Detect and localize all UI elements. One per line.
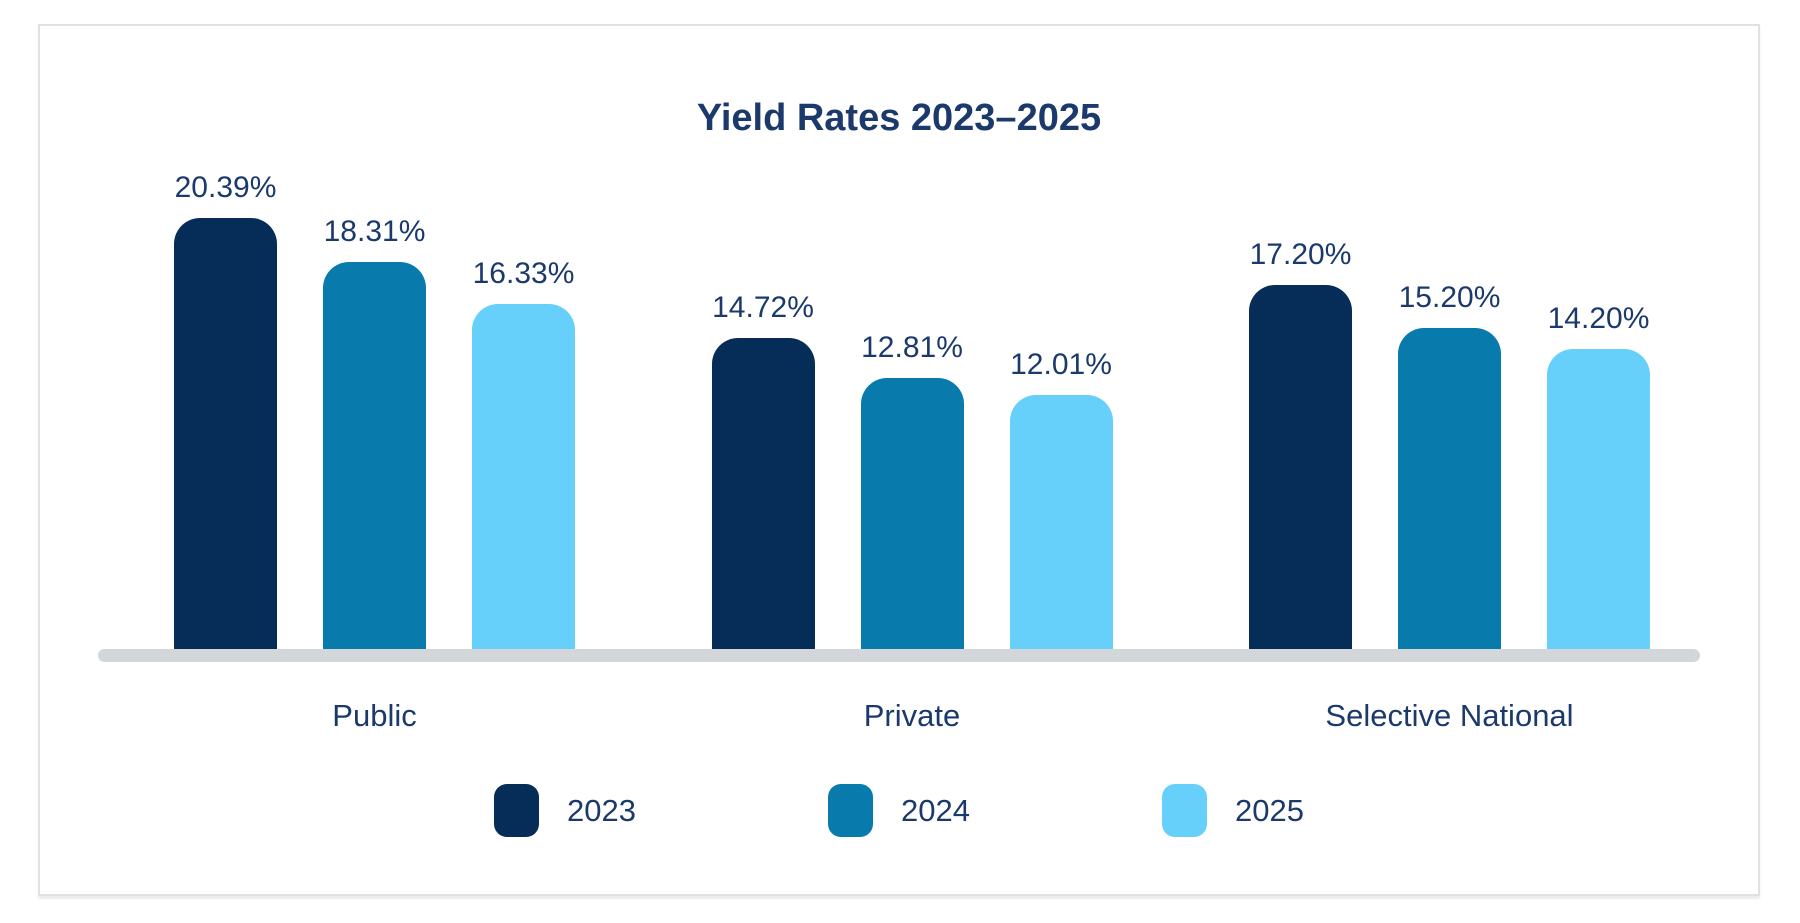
legend-item: 2024 bbox=[828, 784, 970, 837]
bar bbox=[174, 218, 277, 649]
bar-value-label: 12.81% bbox=[861, 331, 963, 364]
bar-cell: 12.01% bbox=[1009, 348, 1113, 649]
chart-title: Yield Rates 2023–2025 bbox=[696, 97, 1102, 139]
category-label: Private bbox=[863, 698, 961, 733]
bar-value-label: 14.20% bbox=[1547, 302, 1650, 335]
bar bbox=[711, 338, 815, 649]
x-axis-line bbox=[98, 649, 1700, 662]
bar bbox=[860, 378, 964, 649]
bar bbox=[1009, 395, 1113, 649]
bar-cell: 16.33% bbox=[472, 257, 575, 649]
bar bbox=[323, 262, 426, 649]
category-label: Public bbox=[332, 698, 417, 733]
bar-cell: 15.20% bbox=[1398, 281, 1501, 649]
bar-group: 17.20% 15.20% 14.20% bbox=[1249, 238, 1650, 649]
bar bbox=[1398, 328, 1501, 649]
bar-value-label: 18.31% bbox=[323, 215, 426, 248]
bars-region: 20.39% 18.31% 16.33% 14.72% 12.81% 12.01% 17.2… bbox=[40, 171, 1758, 649]
bar-cell: 14.72% bbox=[711, 291, 815, 649]
legend-swatch bbox=[828, 784, 874, 837]
bar-value-label: 12.01% bbox=[1010, 348, 1112, 381]
legend-item: 2025 bbox=[1161, 784, 1304, 837]
bar-value-label: 14.72% bbox=[712, 291, 814, 324]
legend-label: 2025 bbox=[1234, 792, 1304, 828]
bar-cell: 14.20% bbox=[1547, 302, 1650, 649]
legend: 2023 2024 2025 bbox=[40, 784, 1758, 837]
bar-value-label: 17.20% bbox=[1249, 238, 1352, 271]
legend-label: 2024 bbox=[901, 792, 970, 828]
category-label: Selective National bbox=[1325, 698, 1574, 733]
bar-cell: 20.39% bbox=[174, 171, 277, 649]
legend-swatch bbox=[1161, 784, 1207, 837]
bar-cell: 18.31% bbox=[323, 215, 426, 649]
bar-cell: 12.81% bbox=[860, 331, 964, 649]
bar bbox=[1547, 349, 1650, 649]
bar-group: 20.39% 18.31% 16.33% bbox=[174, 171, 575, 649]
bar bbox=[472, 304, 575, 649]
bar-group: 14.72% 12.81% 12.01% bbox=[711, 291, 1113, 649]
bar bbox=[1249, 285, 1352, 649]
chart-card: Yield Rates 2023–2025 20.39% 18.31% 16.33%… bbox=[38, 24, 1760, 896]
bar-value-label: 15.20% bbox=[1398, 281, 1501, 314]
bar-value-label: 16.33% bbox=[472, 257, 575, 290]
legend-label: 2023 bbox=[567, 792, 637, 828]
bar-value-label: 20.39% bbox=[174, 171, 277, 204]
legend-item: 2023 bbox=[494, 784, 636, 837]
legend-swatch bbox=[494, 784, 540, 837]
bar-cell: 17.20% bbox=[1249, 238, 1352, 649]
category-labels-row: Public Private Selective National bbox=[40, 698, 1758, 734]
